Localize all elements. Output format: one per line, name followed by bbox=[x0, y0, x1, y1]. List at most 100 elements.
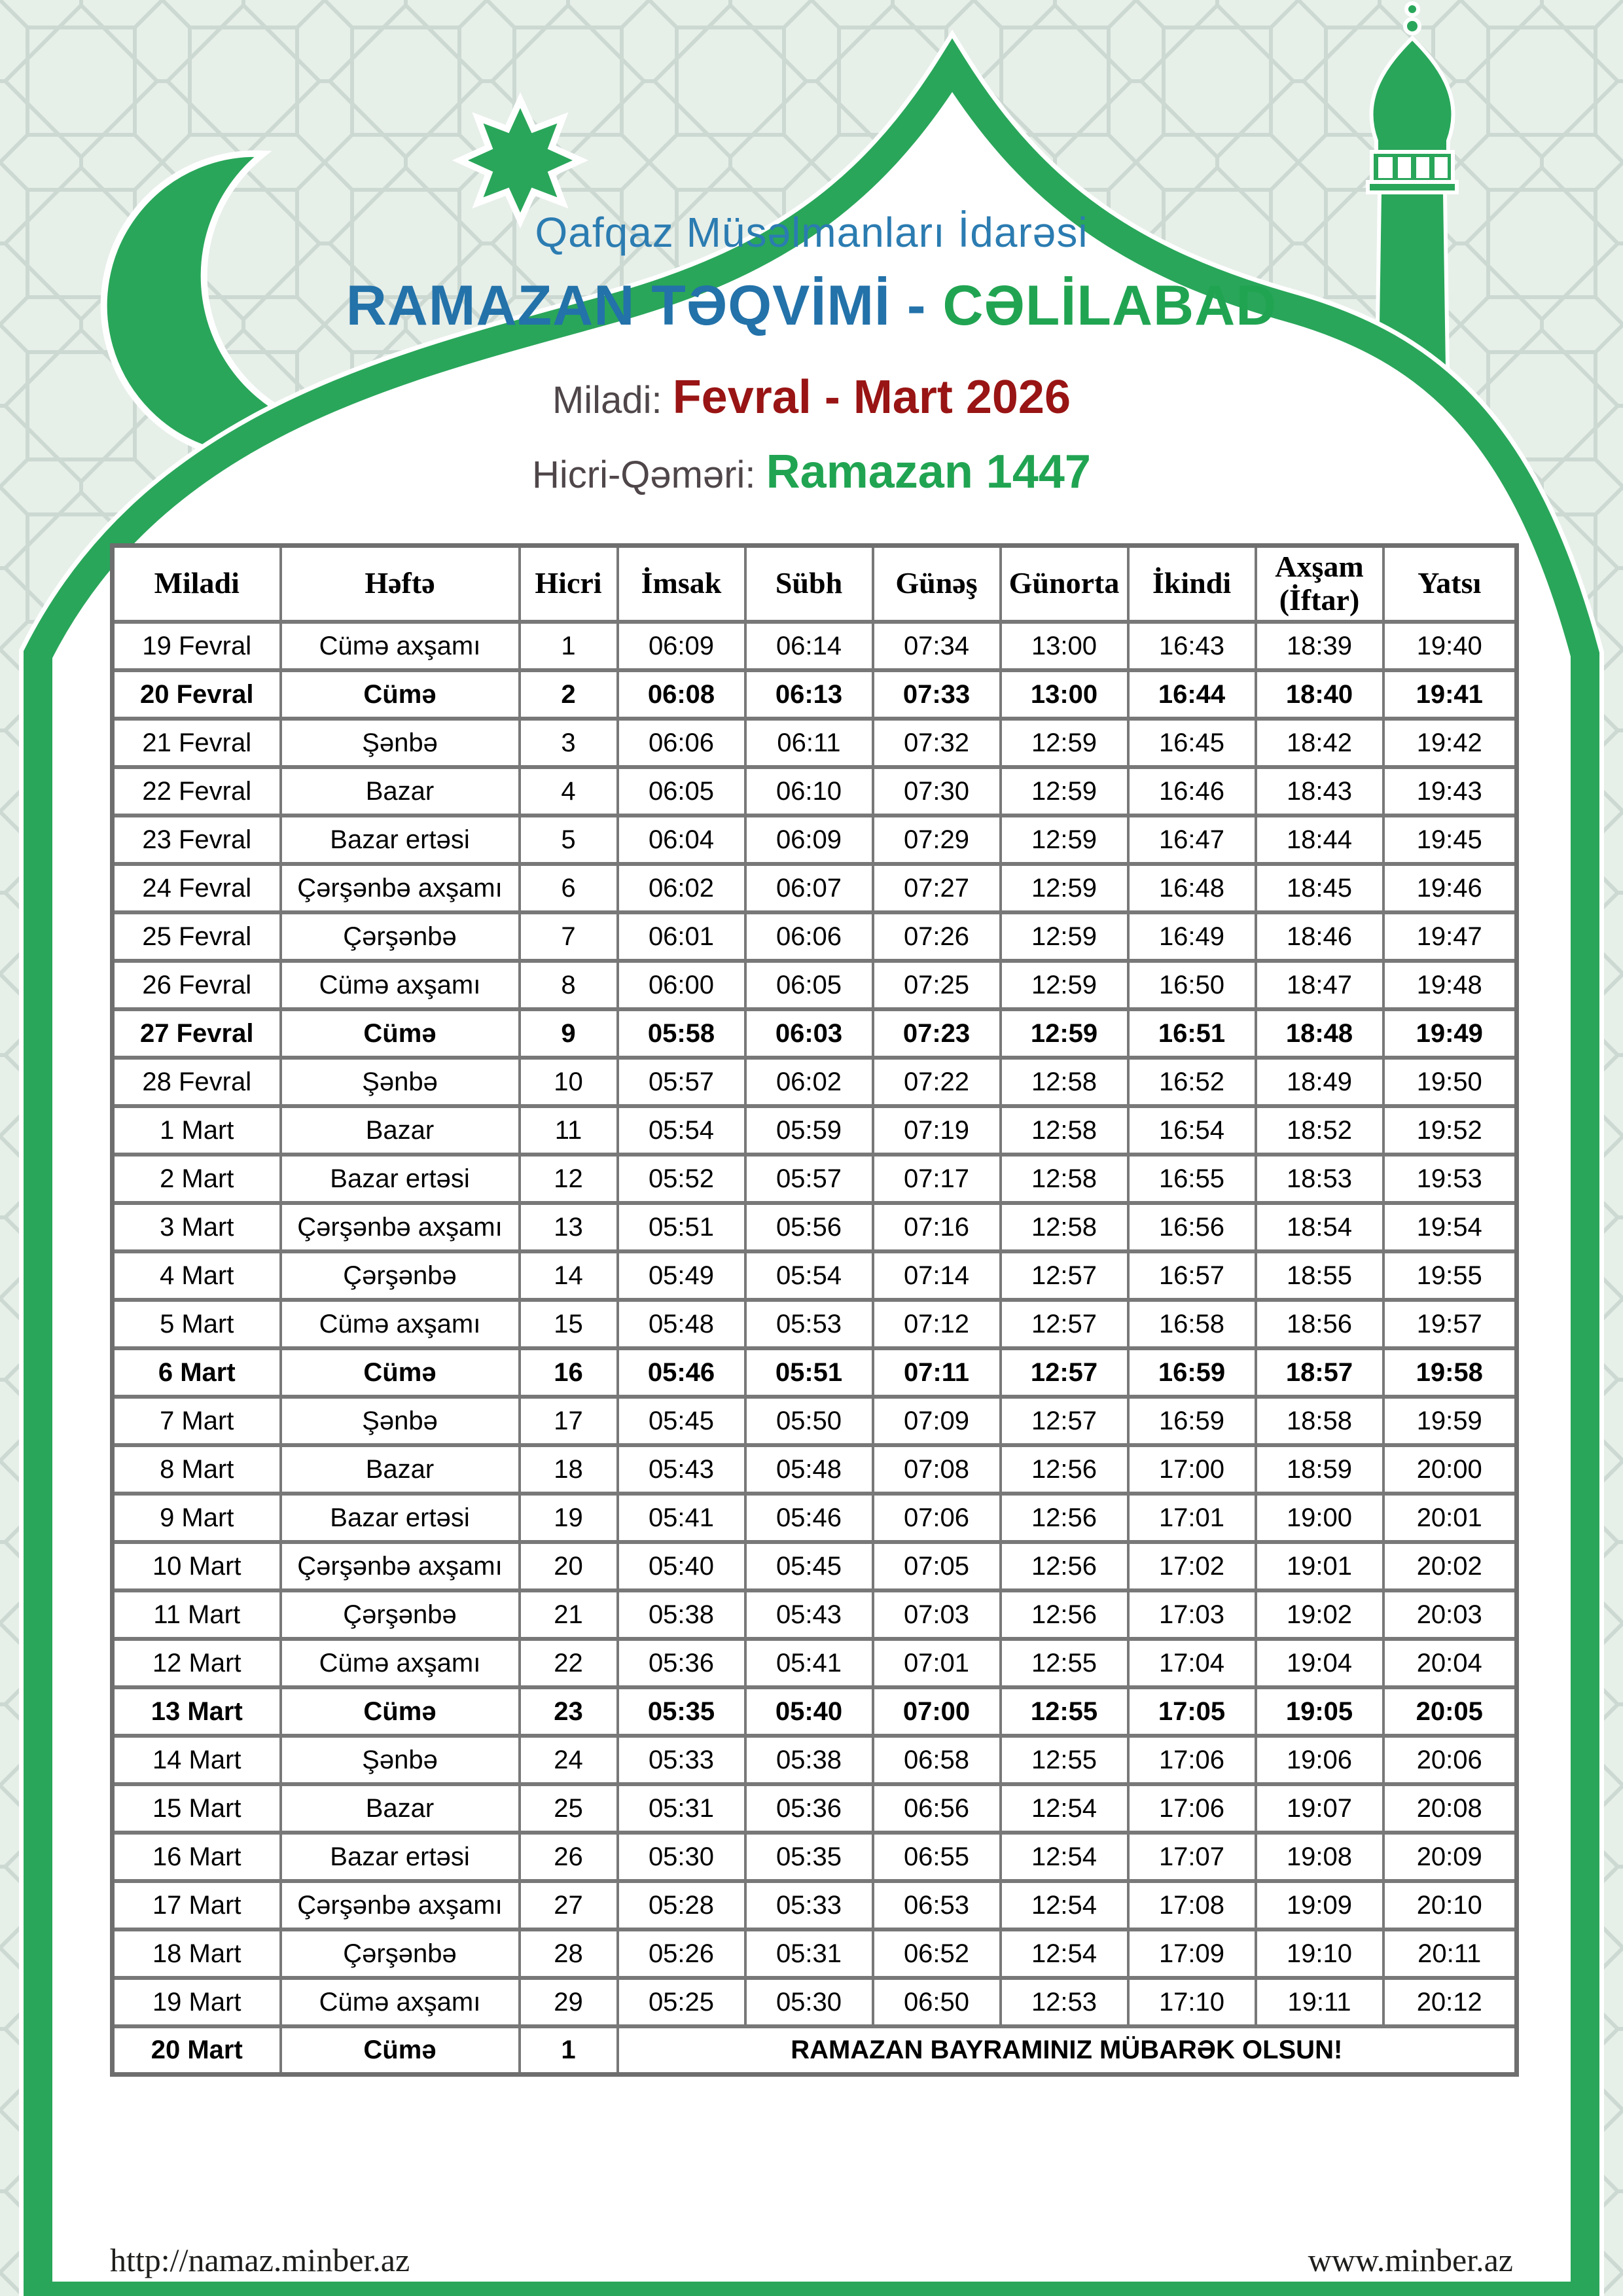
cell-imsak: 05:35 bbox=[616, 1685, 747, 1738]
cell-subh: 06:09 bbox=[743, 813, 874, 866]
cell-gunorta: 12:57 bbox=[999, 1346, 1130, 1399]
cell-gunes: 06:50 bbox=[871, 1975, 1002, 2028]
table-row: 21 Fevral Şənbə 3 06:06 06:11 07:32 12:59 16:45… bbox=[111, 716, 1518, 769]
cell-gunes: 07:01 bbox=[871, 1636, 1002, 1689]
cell-weekday: Bazar bbox=[279, 764, 521, 817]
cell-imsak: 06:06 bbox=[616, 716, 747, 769]
cell-miladi: 10 Mart bbox=[111, 1539, 282, 1592]
cell-imsak: 05:33 bbox=[616, 1733, 747, 1786]
cell-yatsi: 20:08 bbox=[1382, 1782, 1518, 1835]
cell-imsak: 06:00 bbox=[616, 958, 747, 1011]
cell-gunes: 07:30 bbox=[871, 764, 1002, 817]
cell-ikindi: 16:47 bbox=[1126, 813, 1257, 866]
cell-yatsi: 19:43 bbox=[1382, 764, 1518, 817]
cell-subh: 05:33 bbox=[743, 1878, 874, 1931]
cell-miladi: 17 Mart bbox=[111, 1878, 282, 1931]
cell-gunorta: 12:56 bbox=[999, 1539, 1130, 1592]
cell-miladi: 9 Mart bbox=[111, 1491, 282, 1544]
hicri-value: Ramazan 1447 bbox=[766, 446, 1091, 498]
cell-imsak: 05:41 bbox=[616, 1491, 747, 1544]
cell-aksam: 19:00 bbox=[1254, 1491, 1385, 1544]
table-row: 16 Mart Bazar ertəsi 26 05:30 05:35 06:55 12:5… bbox=[111, 1830, 1518, 1883]
cell-ikindi: 16:52 bbox=[1126, 1055, 1257, 1108]
column-header: Miladi bbox=[111, 543, 282, 624]
cell-miladi: 16 Mart bbox=[111, 1830, 282, 1883]
cell-gunes: 07:06 bbox=[871, 1491, 1002, 1544]
table-row: 20 Fevral Cümə 2 06:08 06:13 07:33 13:00 16:44 1… bbox=[111, 668, 1518, 721]
cell-ikindi: 17:10 bbox=[1126, 1975, 1257, 2028]
footer-link-minber: www.minber.az bbox=[1308, 2242, 1513, 2278]
cell-aksam: 18:54 bbox=[1254, 1200, 1385, 1253]
cell-yatsi: 19:58 bbox=[1382, 1346, 1518, 1399]
cell-aksam: 18:56 bbox=[1254, 1297, 1385, 1350]
cell-subh: 06:05 bbox=[743, 958, 874, 1011]
cell-aksam: 18:57 bbox=[1254, 1346, 1385, 1399]
prayer-times-table: Miladi Həftə Hicri İmsak Sübh Günəş Günorta İki… bbox=[110, 543, 1519, 2077]
cell-gunes: 07:32 bbox=[871, 716, 1002, 769]
cell-weekday: Cümə axşamı bbox=[279, 619, 521, 672]
cell-gunes: 07:14 bbox=[871, 1249, 1002, 1302]
cell-ikindi: 17:07 bbox=[1126, 1830, 1257, 1883]
cell-aksam: 18:43 bbox=[1254, 764, 1385, 817]
cell-imsak: 05:58 bbox=[616, 1007, 747, 1060]
cell-hicri: 6 bbox=[518, 861, 619, 914]
cell-weekday: Çərşənbə axşamı bbox=[279, 861, 521, 914]
cell-yatsi: 19:49 bbox=[1382, 1007, 1518, 1060]
cell-hicri: 20 bbox=[518, 1539, 619, 1592]
cell-imsak: 05:26 bbox=[616, 1927, 747, 1980]
cell-ikindi: 16:51 bbox=[1126, 1007, 1257, 1060]
cell-aksam: 18:48 bbox=[1254, 1007, 1385, 1060]
cell-gunes: 07:19 bbox=[871, 1103, 1002, 1157]
cell-gunorta: 12:57 bbox=[999, 1394, 1130, 1447]
cell-weekday: Cümə bbox=[279, 668, 521, 721]
cell-yatsi: 19:59 bbox=[1382, 1394, 1518, 1447]
table-row: 5 Mart Cümə axşamı 15 05:48 05:53 07:12 12:57 1… bbox=[111, 1297, 1518, 1350]
cell-yatsi: 19:40 bbox=[1382, 619, 1518, 672]
cell-miladi: 26 Fevral bbox=[111, 958, 282, 1011]
cell-weekday: Cümə axşamı bbox=[279, 958, 521, 1011]
cell-hicri: 1 bbox=[518, 2024, 619, 2077]
cell-yatsi: 20:01 bbox=[1382, 1491, 1518, 1544]
cell-subh: 05:46 bbox=[743, 1491, 874, 1544]
cell-miladi: 12 Mart bbox=[111, 1636, 282, 1689]
column-header: Sübh bbox=[743, 543, 874, 624]
cell-gunorta: 12:59 bbox=[999, 764, 1130, 817]
cell-gunorta: 12:56 bbox=[999, 1443, 1130, 1496]
cell-ikindi: 16:46 bbox=[1126, 764, 1257, 817]
footer-link-namaz: http://namaz.minber.az bbox=[110, 2242, 410, 2278]
cell-ikindi: 16:57 bbox=[1126, 1249, 1257, 1302]
cell-hicri: 14 bbox=[518, 1249, 619, 1302]
cell-aksam: 18:46 bbox=[1254, 910, 1385, 963]
cell-miladi: 7 Mart bbox=[111, 1394, 282, 1447]
cell-yatsi: 19:52 bbox=[1382, 1103, 1518, 1157]
cell-gunorta: 12:55 bbox=[999, 1685, 1130, 1738]
cell-subh: 05:53 bbox=[743, 1297, 874, 1350]
page-title: RAMAZAN TƏQVİMİ - CƏLİLABAD bbox=[0, 274, 1623, 338]
cell-imsak: 06:05 bbox=[616, 764, 747, 817]
cell-imsak: 05:46 bbox=[616, 1346, 747, 1399]
bayram-message: RAMAZAN BAYRAMINIZ MÜBARƏK OLSUN! bbox=[616, 2024, 1518, 2077]
column-header: Yatsı bbox=[1382, 543, 1518, 624]
cell-gunorta: 12:53 bbox=[999, 1975, 1130, 2028]
table-row: 27 Fevral Cümə 9 05:58 06:03 07:23 12:59 16:51 1… bbox=[111, 1007, 1518, 1060]
cell-miladi: 11 Mart bbox=[111, 1588, 282, 1641]
cell-gunes: 07:23 bbox=[871, 1007, 1002, 1060]
cell-gunorta: 12:54 bbox=[999, 1830, 1130, 1883]
gregorian-date-line: Miladi: Fevral - Mart 2026 bbox=[0, 370, 1623, 424]
cell-gunes: 07:03 bbox=[871, 1588, 1002, 1641]
cell-miladi: 23 Fevral bbox=[111, 813, 282, 866]
cell-weekday: Cümə axşamı bbox=[279, 1975, 521, 2028]
cell-hicri: 11 bbox=[518, 1103, 619, 1157]
cell-miladi: 14 Mart bbox=[111, 1733, 282, 1786]
cell-weekday: Bazar ertəsi bbox=[279, 813, 521, 866]
cell-gunes: 07:34 bbox=[871, 619, 1002, 672]
cell-weekday: Çərşənbə axşamı bbox=[279, 1539, 521, 1592]
cell-imsak: 05:31 bbox=[616, 1782, 747, 1835]
cell-miladi: 2 Mart bbox=[111, 1152, 282, 1205]
cell-gunes: 06:58 bbox=[871, 1733, 1002, 1786]
cell-miladi: 24 Fevral bbox=[111, 861, 282, 914]
cell-yatsi: 19:45 bbox=[1382, 813, 1518, 866]
column-header: Günorta bbox=[999, 543, 1130, 624]
cell-hicri: 24 bbox=[518, 1733, 619, 1786]
